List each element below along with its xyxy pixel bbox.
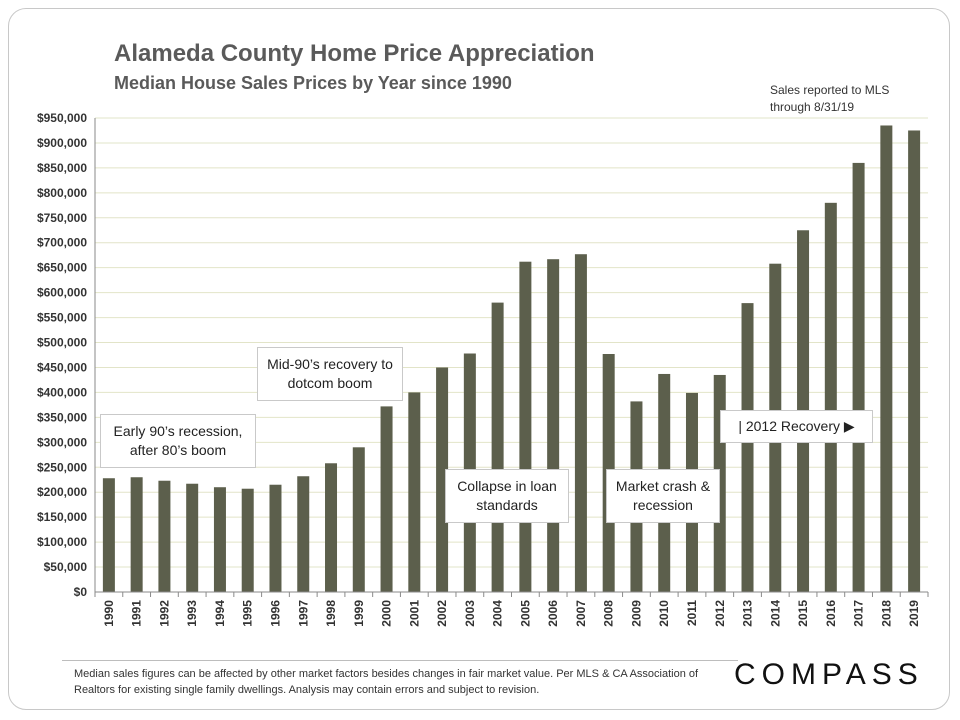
x-tick-label: 1992 — [157, 600, 171, 627]
bar — [325, 463, 338, 592]
bar — [213, 487, 226, 592]
bar — [380, 406, 393, 592]
y-tick-label: $500,000 — [37, 336, 87, 350]
bars — [102, 125, 921, 593]
x-tick-label: 2008 — [602, 600, 616, 627]
y-tick-label: $950,000 — [37, 111, 87, 125]
x-tick-label: 2006 — [546, 600, 560, 627]
y-tick-label: $400,000 — [37, 385, 87, 399]
x-tick-label: 1991 — [130, 600, 144, 627]
x-tick-label: 2019 — [907, 600, 921, 627]
y-tick-label: $250,000 — [37, 460, 87, 474]
bar — [852, 162, 865, 592]
y-tick-label: $600,000 — [37, 286, 87, 300]
x-tick-label: 2003 — [463, 600, 477, 627]
x-tick-label: 2005 — [518, 600, 532, 627]
y-tick-label: $300,000 — [37, 435, 87, 449]
bar — [241, 488, 254, 592]
x-tick-label: 2009 — [629, 600, 643, 627]
bar — [130, 477, 143, 592]
x-tick-label: 1994 — [213, 600, 227, 627]
bar — [519, 261, 532, 592]
y-tick-label: $50,000 — [44, 560, 88, 574]
x-tick-label: 2000 — [380, 600, 394, 627]
bar — [158, 480, 171, 592]
x-tick-label: 1993 — [185, 600, 199, 627]
y-tick-label: $100,000 — [37, 535, 87, 549]
y-tick-label: $850,000 — [37, 161, 87, 175]
footer-disclaimer: Median sales figures can be affected by … — [74, 668, 699, 696]
bar — [574, 254, 587, 592]
axes — [94, 118, 929, 597]
y-tick-label: $650,000 — [37, 261, 87, 275]
chart-title: Alameda County Home Price Appreciation — [114, 40, 595, 67]
x-tick-label: 2004 — [491, 600, 505, 627]
x-tick-label: 2002 — [435, 600, 449, 627]
y-tick-label: $150,000 — [37, 510, 87, 524]
x-tick-label: 2011 — [685, 600, 699, 626]
bar — [908, 130, 921, 592]
bar — [491, 302, 504, 592]
annotation-2012-recovery: | 2012 Recovery ▶ — [720, 410, 873, 443]
x-tick-label: 1998 — [324, 600, 338, 627]
x-tick-label: 1997 — [296, 600, 310, 627]
y-tick-label: $900,000 — [37, 136, 87, 150]
x-tick-label: 2010 — [657, 600, 671, 627]
y-tick-label: $550,000 — [37, 311, 87, 325]
bar — [297, 476, 310, 592]
data-cutoff-note: Sales reported to MLS through 8/31/19 — [770, 83, 890, 114]
x-tick-label: 2017 — [852, 600, 866, 627]
bar — [547, 259, 560, 592]
bar — [436, 367, 449, 592]
x-tick-label: 2015 — [796, 600, 810, 627]
y-tick-label: $200,000 — [37, 485, 87, 499]
y-tick-label: $750,000 — [37, 211, 87, 225]
annotation-mid-90s: Mid-90’s recovery to dotcom boom — [257, 347, 403, 401]
x-tick-label: 2016 — [824, 600, 838, 627]
annotation-early-90s: Early 90’s recession, after 80’s boom — [100, 414, 256, 468]
bar — [102, 478, 115, 592]
footer-divider — [62, 660, 738, 661]
annotation-crash: Market crash & recession — [606, 469, 720, 523]
x-tick-label: 2013 — [741, 600, 755, 627]
bar — [824, 202, 837, 593]
x-tick-label: 1999 — [352, 600, 366, 627]
bar — [186, 483, 199, 592]
x-tick-label: 1996 — [268, 600, 282, 627]
y-tick-label: $800,000 — [37, 186, 87, 200]
y-tick-label: $0 — [74, 585, 88, 599]
x-tick-label: 2001 — [407, 600, 421, 627]
annotation-collapse: Collapse in loan standards — [445, 469, 569, 523]
x-tick-label: 2012 — [713, 600, 727, 627]
bar — [741, 303, 754, 592]
x-tick-label: 1995 — [241, 600, 255, 627]
x-tick-label: 2007 — [574, 600, 588, 627]
y-tick-label: $700,000 — [37, 236, 87, 250]
chart-subtitle: Median House Sales Prices by Year since … — [114, 73, 512, 93]
y-tick-labels: $0 $50,000 $100,000 $150,000 $200,000 $250,00… — [37, 111, 87, 599]
x-tick-label: 1990 — [102, 600, 116, 627]
y-tick-label: $450,000 — [37, 360, 87, 374]
x-tick-label: 2018 — [879, 600, 893, 627]
slide-frame — [8, 8, 950, 710]
compass-logo: COMPASS — [734, 658, 924, 691]
x-tick-label: 2014 — [768, 600, 782, 627]
bar — [880, 125, 893, 593]
bar — [408, 392, 421, 592]
y-tick-label: $350,000 — [37, 410, 87, 424]
bar — [269, 484, 282, 592]
x-tick-labels: 1990 1991 1992 1993 1994 1995 1996 1997 1998 1999… — [102, 600, 921, 627]
bar — [352, 447, 365, 592]
